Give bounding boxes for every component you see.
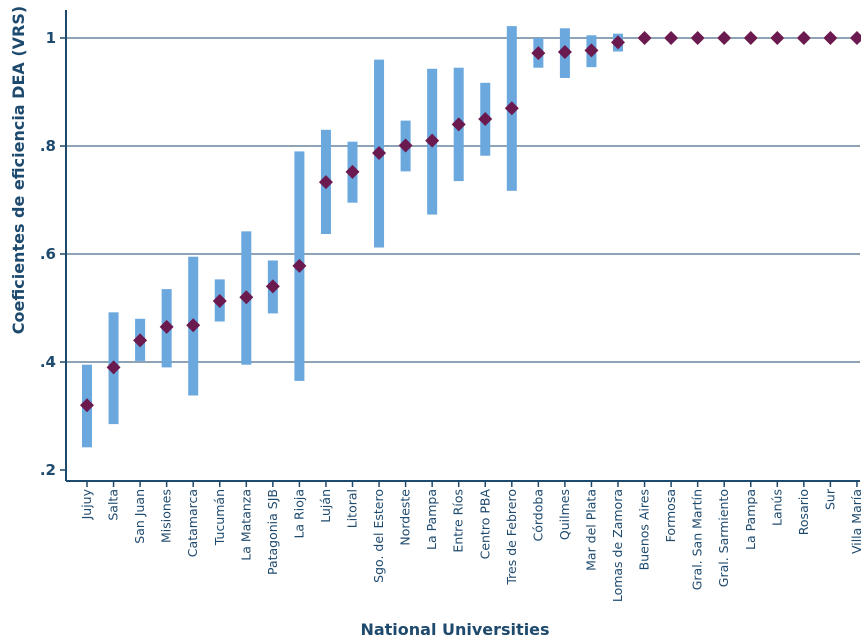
- x-tick-label: La Pampa: [424, 489, 439, 550]
- x-tick-label: Tres de Febrero: [504, 489, 519, 586]
- data-point: [664, 31, 679, 45]
- y-tick-label: .4: [40, 353, 56, 371]
- data-point: [504, 101, 519, 116]
- data-point: [743, 31, 758, 45]
- x-tick-label: Patagonia SJB: [265, 489, 280, 575]
- data-point: [637, 31, 652, 45]
- x-tick-label: Tucumán: [212, 489, 227, 546]
- data-point: [796, 31, 811, 45]
- y-tick-label: 1: [46, 29, 56, 47]
- x-tick-label: Buenos Aires: [637, 489, 652, 570]
- y-tick-label: .8: [40, 137, 56, 155]
- data-point: [372, 146, 387, 161]
- x-tick-label: Centro PBA: [477, 489, 492, 560]
- x-tick-label: Misiones: [159, 489, 174, 543]
- x-tick-label: Gral. San Martín: [690, 489, 705, 590]
- y-tick-label: .2: [40, 461, 56, 479]
- x-axis-title: National Universities: [360, 620, 549, 639]
- interval-layer: [82, 26, 623, 448]
- data-point: [823, 31, 838, 45]
- data-point: [425, 133, 440, 148]
- x-tick-label: Sur: [822, 488, 837, 510]
- data-point: [212, 293, 227, 308]
- data-point: [611, 35, 625, 50]
- data-point: [451, 117, 466, 132]
- x-tick-label: La Pampa: [743, 489, 758, 550]
- label-layer: .2 .4 .6 .8 1 Jujuy Salta San Juan Misiones Catam…: [40, 29, 861, 602]
- marker-layer: [80, 31, 861, 413]
- data-point: [478, 112, 493, 126]
- data-point: [318, 175, 333, 190]
- x-tick-label: Luján: [318, 489, 333, 523]
- y-axis-title: Coeficientes de eficiencia DEA (VRS): [9, 6, 28, 334]
- y-tick-label: .6: [40, 245, 56, 263]
- data-point: [106, 360, 121, 375]
- x-tick-label: La Rioja: [291, 489, 306, 539]
- data-point: [717, 31, 732, 45]
- data-point: [80, 398, 94, 413]
- data-point: [398, 138, 413, 153]
- data-point: [690, 31, 705, 45]
- x-tick-label: Litoral: [345, 489, 360, 528]
- x-tick-label: Rosario: [796, 489, 811, 535]
- x-tick-label: Formosa: [663, 489, 678, 542]
- data-point: [239, 290, 254, 305]
- x-tick-label: Sgo. del Estero: [371, 489, 386, 583]
- x-tick-label: Villa María: [849, 489, 861, 554]
- x-tick-label: Quilmes: [557, 489, 572, 540]
- x-tick-label: Jujuy: [79, 488, 94, 520]
- data-point: [849, 31, 861, 45]
- data-point: [531, 46, 546, 61]
- axis-layer: [60, 10, 860, 487]
- x-tick-label: Gral. Sarmiento: [716, 489, 731, 587]
- data-point: [584, 43, 599, 58]
- data-point: [186, 318, 201, 333]
- x-tick-label: Lomas de Zamora: [610, 489, 625, 602]
- x-tick-label: Catamarca: [185, 489, 200, 557]
- data-point: [159, 319, 174, 334]
- data-point: [770, 31, 785, 45]
- x-tick-label: Nordeste: [398, 489, 413, 546]
- data-point: [292, 258, 307, 273]
- data-point: [557, 45, 572, 60]
- data-point: [345, 164, 360, 179]
- x-tick-label: La Matanza: [238, 489, 253, 561]
- x-tick-label: Córdoba: [530, 489, 545, 541]
- x-tick-label: Salta: [106, 489, 121, 521]
- x-tick-label: Lanús: [769, 489, 784, 526]
- data-point: [265, 279, 280, 294]
- x-tick-label: San Juan: [132, 489, 147, 544]
- data-point: [133, 333, 148, 348]
- x-tick-label: Entre Ríos: [451, 489, 466, 553]
- x-tick-label: Mar del Plata: [583, 489, 598, 571]
